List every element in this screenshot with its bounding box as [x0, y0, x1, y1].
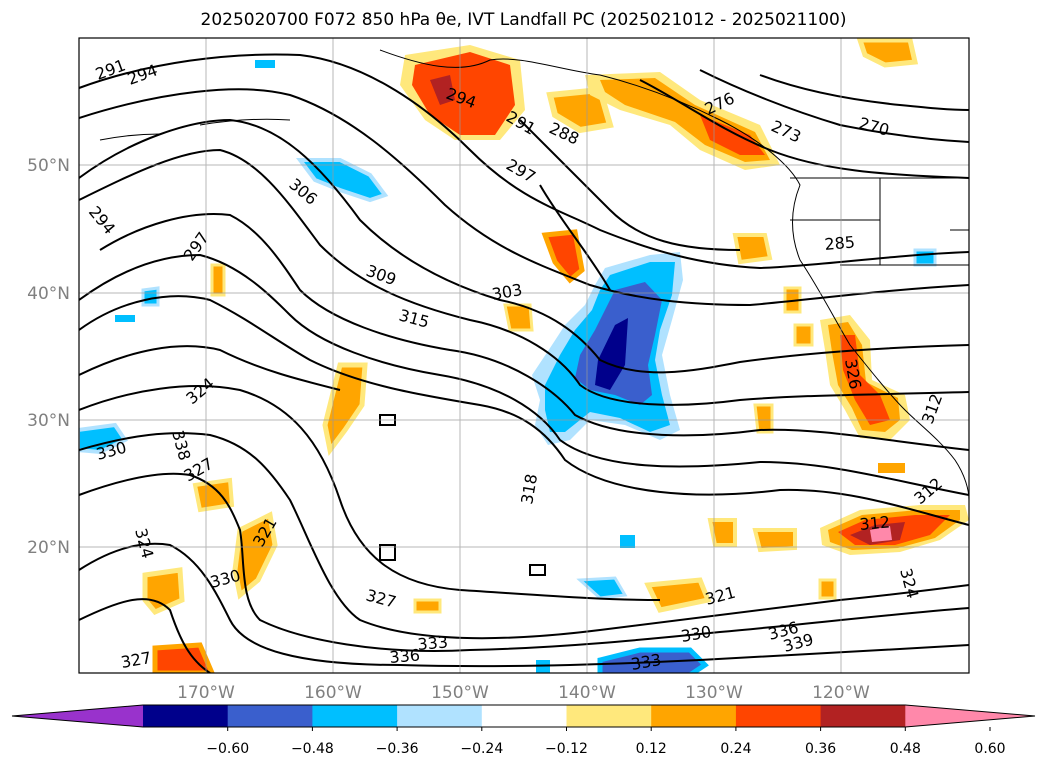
colorbar-extend-high [905, 705, 1035, 727]
colorbar-tick-label: −0.60 [206, 741, 249, 757]
colorbar-outline [11, 704, 1036, 728]
colorbar-segment [820, 705, 906, 727]
colorbar-segment [481, 705, 567, 727]
colorbar-tick-label: 0.60 [974, 741, 1005, 757]
colorbar-tick-label: 0.36 [805, 741, 836, 757]
lon-label-150w: 150°W [431, 683, 489, 703]
longitude-labels: 170°W 160°W 150°W 140°W 130°W 120°W [177, 683, 870, 703]
colorbar-segment [143, 705, 229, 727]
colorbar: −0.60 −0.48 −0.36 −0.24 −0.12 0.12 0.24 0.36 0.4… [11, 704, 1036, 757]
theta-e-contours [79, 53, 969, 673]
colorbar-tick-label: −0.12 [545, 741, 588, 757]
lon-label-160w: 160°W [304, 683, 362, 703]
lat-label-50n: 50°N [27, 156, 70, 176]
contour-label: 336 [389, 645, 421, 667]
lat-label-20n: 20°N [27, 538, 70, 558]
lat-label-40n: 40°N [27, 284, 70, 304]
colorbar-tick-label: −0.48 [291, 741, 334, 757]
colorbar-tick-label: 0.48 [890, 741, 921, 757]
contour-label: 333 [629, 650, 662, 674]
contour-label: 312 [859, 512, 891, 534]
lon-label-130w: 130°W [685, 683, 743, 703]
colorbar-segment [651, 705, 737, 727]
colorbar-tick-label: 0.24 [720, 741, 751, 757]
colorbar-segment [566, 705, 652, 727]
lon-label-140w: 140°W [558, 683, 616, 703]
shaded-regions [79, 38, 969, 673]
lat-label-30n: 30°N [27, 411, 70, 431]
colorbar-tick-label: 0.12 [636, 741, 667, 757]
colorbar-segment [312, 705, 398, 727]
colorbar-tick-label: −0.36 [376, 741, 419, 757]
contour-label: 333 [417, 632, 449, 654]
coastlines [99, 49, 969, 501]
contour-label: 285 [824, 232, 856, 254]
map-title: 2025020700 F072 850 hPa θe, IVT Landfall… [200, 10, 847, 30]
colorbar-extend-low [12, 705, 143, 727]
colorbar-segment [227, 705, 313, 727]
colorbar-segment [735, 705, 822, 727]
map-border [78, 37, 970, 674]
colorbar-segment [397, 705, 483, 727]
map-background [79, 38, 969, 673]
gridlines [79, 38, 969, 673]
colorbar-tick-label: −0.24 [460, 741, 503, 757]
lon-label-170w: 170°W [177, 683, 235, 703]
latitude-labels: 50°N 40°N 30°N 20°N [27, 156, 70, 558]
lon-label-120w: 120°W [812, 683, 870, 703]
